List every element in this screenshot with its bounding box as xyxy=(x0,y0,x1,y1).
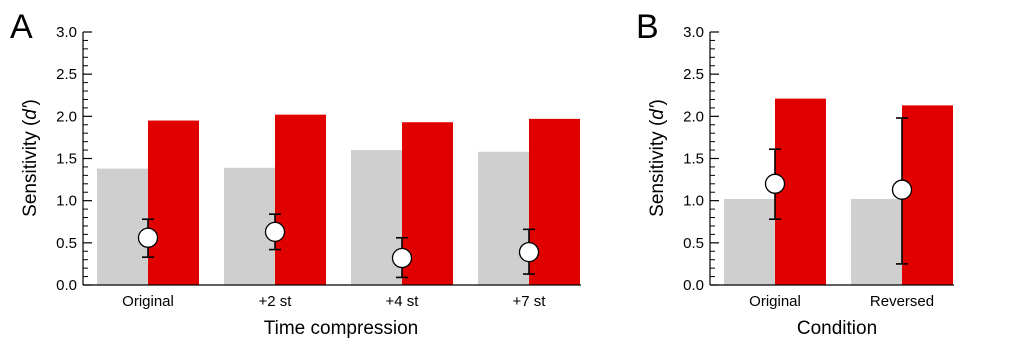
y-axis-title: Sensitivity (d') xyxy=(20,99,41,217)
y-tick-label: 1.0 xyxy=(56,193,77,210)
panel-a: A 0.0 0.5 1.0 1.5 2.0 2.5 3.0 Original +2 st +4 s… xyxy=(10,8,581,339)
y-tick-label: 3.0 xyxy=(683,24,704,41)
x-category-label: Original xyxy=(749,293,801,310)
y-tick-label: 2.0 xyxy=(56,108,77,125)
gray-bar-3 xyxy=(351,150,402,285)
x-axis-title: Time compression xyxy=(264,318,419,339)
x-axis-title: Condition xyxy=(797,318,877,339)
mean-marker xyxy=(391,247,413,269)
mean-marker xyxy=(764,173,786,194)
x-category-label: +4 st xyxy=(386,293,420,310)
x-category-label: +7 st xyxy=(513,293,547,310)
gray-bar-2 xyxy=(851,198,902,285)
mean-marker xyxy=(264,221,286,243)
y-axis-title-suffix: ) xyxy=(647,99,668,105)
gray-bar-1 xyxy=(97,168,148,285)
panel-b: B 0.0 0.5 1.0 1.5 2.0 2.5 3.0 Original Reversed C… xyxy=(636,8,954,339)
y-tick-label: 2.0 xyxy=(683,108,704,125)
x-category-label: Reversed xyxy=(870,293,934,310)
y-tick-label: 3.0 xyxy=(56,24,77,41)
y-axis-title-prefix: Sensitivity ( xyxy=(647,119,668,217)
y-tick-label: 0.5 xyxy=(56,235,77,252)
red-bar-2 xyxy=(275,114,326,285)
y-axis-title-italic: d' xyxy=(647,104,668,120)
gray-bar-1 xyxy=(724,198,775,285)
y-tick-label: 1.0 xyxy=(683,193,704,210)
red-bar-4 xyxy=(529,118,580,285)
mean-marker xyxy=(891,179,913,200)
x-category-label: +2 st xyxy=(259,293,293,310)
mean-marker xyxy=(518,241,540,263)
panel-label-a: A xyxy=(10,8,33,46)
y-tick-label: 1.5 xyxy=(683,151,704,168)
y-axis-title: Sensitivity (d') xyxy=(647,99,668,217)
y-axis-title-suffix: ) xyxy=(20,99,41,105)
y-tick-label: 0.0 xyxy=(683,277,704,294)
y-axis-title-prefix: Sensitivity ( xyxy=(20,119,41,217)
y-axis-title-italic: d' xyxy=(20,104,41,120)
mean-marker xyxy=(137,227,159,248)
gray-bar-4 xyxy=(478,151,529,285)
y-tick-label: 0.5 xyxy=(683,235,704,252)
y-tick-label: 2.5 xyxy=(683,66,704,83)
panel-label-b: B xyxy=(636,8,659,46)
x-category-label: Original xyxy=(122,293,174,310)
y-tick-label: 0.0 xyxy=(56,277,77,294)
red-bar-1 xyxy=(775,98,826,285)
y-tick-label: 1.5 xyxy=(56,151,77,168)
y-tick-label: 2.5 xyxy=(56,66,77,83)
red-bar-1 xyxy=(148,120,199,285)
